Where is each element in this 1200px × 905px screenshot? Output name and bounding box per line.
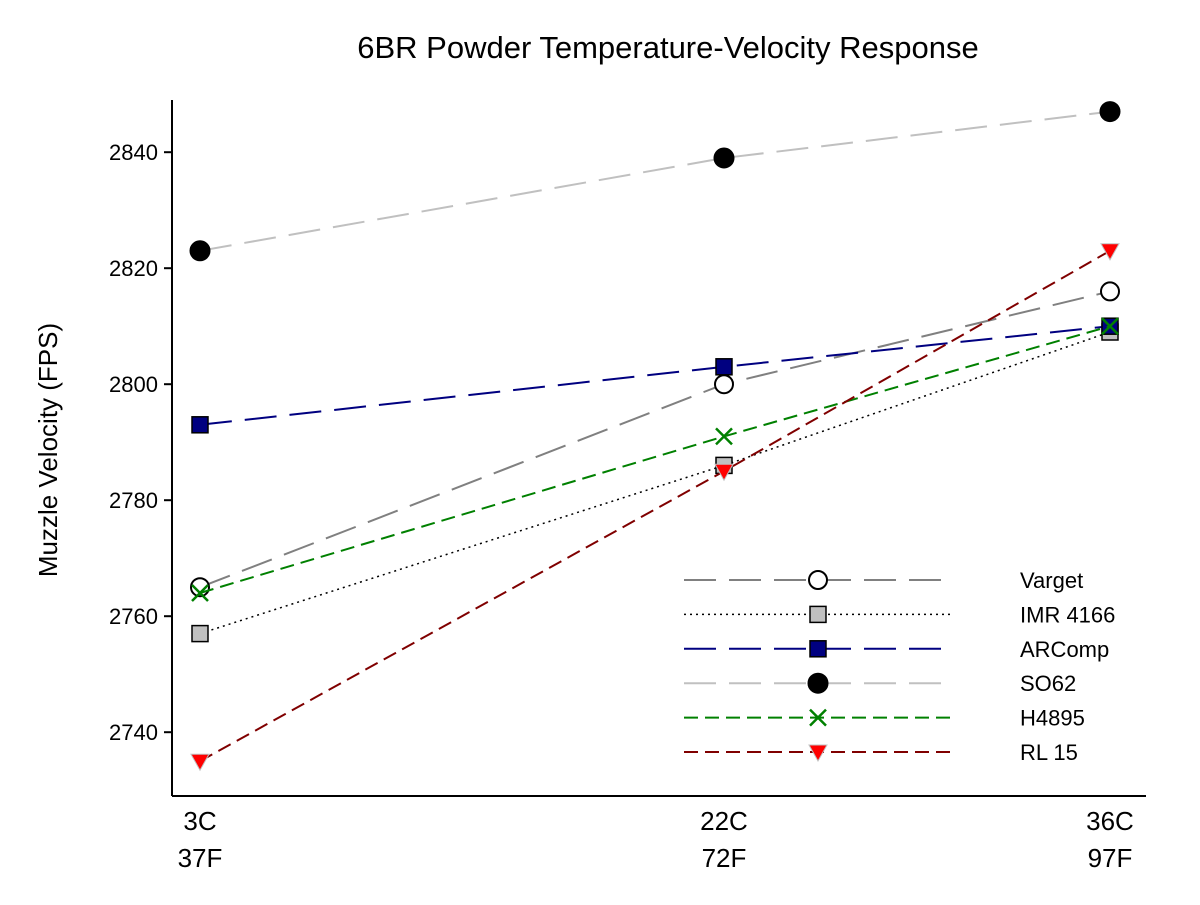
y-tick-label: 2780 xyxy=(109,488,158,513)
x-tick-label-fahrenheit: 72F xyxy=(702,843,747,873)
legend-entry-so62: SO62 xyxy=(684,671,1076,696)
series-line-arcomp xyxy=(199,325,1111,426)
data-point-imr-4166 xyxy=(191,624,209,643)
legend-label: Varget xyxy=(1020,568,1083,593)
legend-label: RL 15 xyxy=(1020,740,1078,765)
data-point-h4895 xyxy=(1101,317,1119,336)
series-varget xyxy=(190,281,1120,598)
data-point-varget xyxy=(1100,281,1120,302)
legend-entry-h4895: H4895 xyxy=(684,706,1085,731)
data-point-rl-15 xyxy=(1100,243,1120,261)
series-h4895 xyxy=(191,317,1119,602)
legend-label: IMR 4166 xyxy=(1020,602,1115,627)
legend-marker xyxy=(809,605,827,624)
y-axis-label: Muzzle Velocity (FPS) xyxy=(33,323,63,577)
data-point-rl-15 xyxy=(714,463,734,482)
data-point-so62 xyxy=(1099,101,1121,123)
chart-title: 6BR Powder Temperature-Velocity Response xyxy=(357,30,978,65)
legend-entry-imr-4166: IMR 4166 xyxy=(684,602,1115,627)
x-tick-label-fahrenheit: 97F xyxy=(1088,843,1133,873)
y-tick-label: 2820 xyxy=(109,256,158,281)
data-point-so62 xyxy=(189,240,211,262)
data-point-h4895 xyxy=(191,584,209,602)
series-so62 xyxy=(189,101,1121,262)
x-tick-label-celsius: 3C xyxy=(183,806,216,836)
legend-entry-rl-15: RL 15 xyxy=(684,740,1078,765)
legend-label: ARComp xyxy=(1020,637,1109,662)
legend-marker xyxy=(808,570,828,590)
x-tick-label-celsius: 36C xyxy=(1086,806,1134,836)
y-tick-label: 2840 xyxy=(109,140,158,165)
data-point-so62 xyxy=(713,147,735,169)
data-point-arcomp xyxy=(715,358,733,376)
legend: Varget IMR 4166 ARComp SO62 H4895 RL 15 xyxy=(684,568,1115,765)
y-tick-label: 2740 xyxy=(109,720,158,745)
legend-marker xyxy=(809,708,827,727)
y-tick-label: 2760 xyxy=(109,604,158,629)
x-tick-label-fahrenheit: 37F xyxy=(178,843,223,873)
axes: 2740 2760 2780 2800 2820 2840 3C 37F 22C 72F 36C 97… xyxy=(109,100,1146,873)
series-line-so62 xyxy=(199,110,1111,252)
series-rl-15 xyxy=(190,243,1120,772)
series-imr-4166 xyxy=(191,323,1119,643)
x-tick-label-celsius: 22C xyxy=(700,806,748,836)
legend-label: SO62 xyxy=(1020,671,1076,696)
legend-label: H4895 xyxy=(1020,706,1085,731)
series-line-rl-15 xyxy=(199,249,1111,763)
legend-marker xyxy=(808,744,828,763)
legend-entry-arcomp: ARComp xyxy=(684,637,1109,662)
data-point-rl-15 xyxy=(190,753,210,772)
series-line-h4895 xyxy=(199,325,1111,594)
series-line-imr-4166 xyxy=(199,331,1111,635)
series-arcomp xyxy=(191,317,1119,434)
series-layer xyxy=(189,101,1121,772)
legend-marker xyxy=(809,640,827,658)
data-point-arcomp xyxy=(191,416,209,434)
legend-entry-varget: Varget xyxy=(684,568,1083,593)
legend-marker xyxy=(807,672,829,694)
data-point-varget xyxy=(714,374,734,395)
y-tick-label: 2800 xyxy=(109,372,158,397)
series-line-varget xyxy=(199,290,1111,589)
data-point-h4895 xyxy=(715,427,733,446)
